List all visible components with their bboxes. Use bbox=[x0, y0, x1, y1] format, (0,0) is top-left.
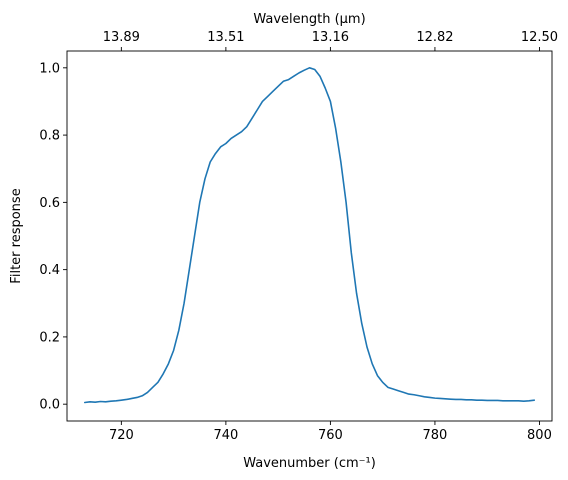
top-tick-label-13.89: 13.89 bbox=[103, 30, 140, 45]
top-tick-label-13.16: 13.16 bbox=[312, 30, 349, 45]
y-tick-label-0.6: 0.6 bbox=[39, 196, 60, 211]
y-tick-label-0.4: 0.4 bbox=[39, 263, 60, 278]
top-tick-label-12.50: 12.50 bbox=[521, 30, 558, 45]
x-axis-title: Wavenumber (cm⁻¹) bbox=[243, 456, 376, 471]
y-axis-title: Filter response bbox=[9, 188, 24, 283]
response-line bbox=[83, 67, 536, 404]
top-tick-label-13.51: 13.51 bbox=[207, 30, 244, 45]
y-tick-label-0: 0.0 bbox=[39, 398, 60, 413]
x-tick-label-800: 800 bbox=[527, 428, 552, 443]
plot-frame bbox=[66, 50, 553, 422]
x-tick-label-740: 740 bbox=[213, 428, 238, 443]
top-tick-label-12.82: 12.82 bbox=[416, 30, 453, 45]
x-tick-label-720: 720 bbox=[109, 428, 134, 443]
x-tick-label-760: 760 bbox=[318, 428, 343, 443]
y-tick-label-0.2: 0.2 bbox=[39, 330, 60, 345]
y-tick-label-1: 1.0 bbox=[39, 61, 60, 76]
plot-area: 720 740 760 780 800 0.0 0.2 0.4 0.6 0.8 1.0 13.89 13… bbox=[39, 30, 558, 443]
x-tick-label-780: 780 bbox=[423, 428, 448, 443]
y-tick-label-0.8: 0.8 bbox=[39, 129, 60, 144]
top-axis-title: Wavelength (μm) bbox=[253, 12, 365, 27]
